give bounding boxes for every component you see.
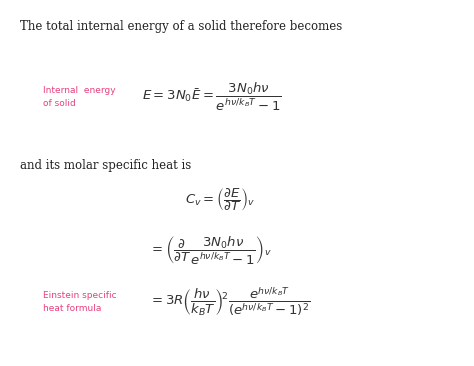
Text: Internal  energy
of solid: Internal energy of solid: [43, 86, 115, 108]
Text: and its molar specific heat is: and its molar specific heat is: [20, 159, 191, 172]
Text: The total internal energy of a solid therefore becomes: The total internal energy of a solid the…: [20, 20, 342, 33]
Text: $C_v = \left(\dfrac{\partial E}{\partial T}\right)_v$: $C_v = \left(\dfrac{\partial E}{\partial…: [185, 186, 255, 213]
Text: $E = 3N_0\bar{E} = \dfrac{3N_0 h\nu}{e^{h\nu/k_B T}-1}$: $E = 3N_0\bar{E} = \dfrac{3N_0 h\nu}{e^{…: [142, 81, 282, 113]
Text: $= \left(\dfrac{\partial}{\partial T}\dfrac{3N_0 h\nu}{e^{h\nu/k_B T}-1}\right)_: $= \left(\dfrac{\partial}{\partial T}\df…: [149, 235, 272, 267]
Text: Einstein specific
heat formula: Einstein specific heat formula: [43, 291, 116, 313]
Text: $= 3R\left(\dfrac{h\nu}{k_B T}\right)^{\!2}\dfrac{e^{h\nu/k_B T}}{\left(e^{h\nu/: $= 3R\left(\dfrac{h\nu}{k_B T}\right)^{\…: [149, 285, 311, 318]
